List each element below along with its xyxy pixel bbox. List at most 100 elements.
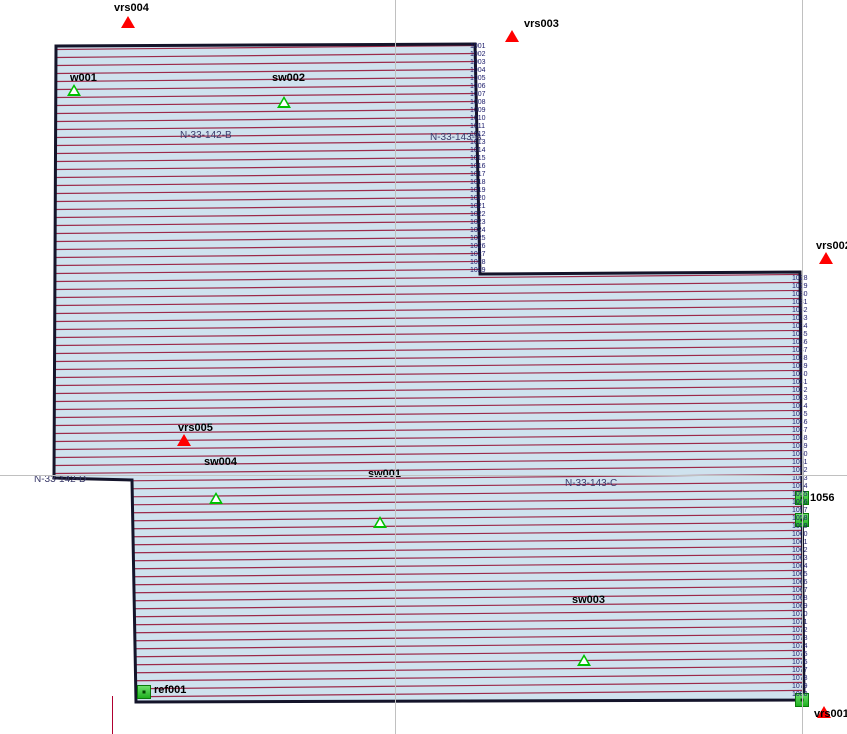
strip-number: 1041 [792,379,808,386]
survey-svg [0,0,847,734]
flight-line [0,418,847,426]
flight-line [0,690,847,698]
flight-line [0,394,847,402]
flight-line [0,354,847,362]
flight-line [0,490,847,498]
strip-number: 1063 [792,555,808,562]
strip-number: 1069 [792,603,808,610]
strip-number: 1060 [792,531,808,538]
strip-number: 1026 [470,243,486,250]
flight-line [0,618,847,626]
strip-number: 1012 [470,131,486,138]
flight-line [0,114,847,122]
strip-number: 1076 [792,659,808,666]
strip-number: 1052 [792,467,808,474]
strip-number: 1043 [792,395,808,402]
strip-number: 1021 [470,203,486,210]
strip-number: 1074 [792,643,808,650]
strip-number: 1025 [470,235,486,242]
strip-number: 1003 [470,59,486,66]
strip-number: 1073 [792,635,808,642]
flight-line [0,250,847,258]
strip-number: 1010 [470,115,486,122]
strip-number: 1037 [792,347,808,354]
sw-label-sw002: sw002 [272,72,305,84]
strip-number: 1059 [792,523,808,530]
flight-line [0,290,847,298]
strip-number: 1054 [792,483,808,490]
flight-line [0,298,847,306]
strip-number: 1062 [792,547,808,554]
flight-line [0,106,847,114]
flight-line [0,634,847,642]
map-canvas: vrs004vrs003vrs002vrs005vrs001w001sw002s… [0,0,847,734]
flight-line [0,274,847,282]
sw-label-sw001: sw001 [368,468,401,480]
strip-number: 1047 [792,427,808,434]
sw-marker-sw002 [277,96,291,108]
ref-label-ref001: ref001 [154,684,186,696]
flight-line [0,498,847,506]
flight-line [0,154,847,162]
flight-line [0,370,847,378]
flight-line [0,586,847,594]
flight-line [0,538,847,546]
flight-line [0,578,847,586]
flight-line [0,338,847,346]
strip-number: 1005 [470,75,486,82]
sw-label-sw003: sw003 [572,594,605,606]
strip-number: 1048 [792,435,808,442]
strip-number: 1080 [792,691,808,698]
strip-number: 1019 [470,187,486,194]
flight-line [0,570,847,578]
flight-line [0,242,847,250]
ref-marker-ref001 [137,685,151,699]
strip-number: 1001 [470,43,486,50]
flight-line [0,178,847,186]
sw-marker-sw003 [577,654,591,666]
tail-line [112,696,113,734]
strip-number: 1078 [792,675,808,682]
flight-line [0,650,847,658]
strip-number: 1035 [792,331,808,338]
strip-number: 1029 [470,267,486,274]
flight-line [0,530,847,538]
flight-line [0,602,847,610]
flight-line [0,74,847,82]
strip-number: 1057 [792,507,808,514]
flight-line [0,170,847,178]
flight-line [0,138,847,146]
flight-line [0,514,847,522]
vrs-marker-vrs003 [505,30,519,42]
strip-number: 1064 [792,563,808,570]
strip-number: 1024 [470,227,486,234]
flight-line [0,506,847,514]
strip-number: 1056 [792,499,808,506]
strip-number: 1006 [470,83,486,90]
strip-number: 1051 [792,459,808,466]
flight-line [0,522,847,530]
flight-line [0,194,847,202]
flight-line [0,658,847,666]
flight-line [0,346,847,354]
flight-line [0,442,847,450]
strip-number: 1075 [792,651,808,658]
flight-line [0,426,847,434]
flight-line [0,410,847,418]
strip-number: 1007 [470,91,486,98]
flight-line [0,306,847,314]
vrs-label-vrs001: vrs001 [814,708,847,720]
flight-line [0,378,847,386]
flight-line [0,330,847,338]
flight-line [0,218,847,226]
strip-number: 1028 [792,275,808,282]
strip-number: 1009 [470,107,486,114]
strip-number: 1070 [792,611,808,618]
flight-line [0,98,847,106]
flight-line [0,674,847,682]
flight-line [0,226,847,234]
strip-number: 1030 [792,291,808,298]
strip-number: 1016 [470,163,486,170]
vrs-label-vrs004: vrs004 [114,2,149,14]
flight-line [0,130,847,138]
